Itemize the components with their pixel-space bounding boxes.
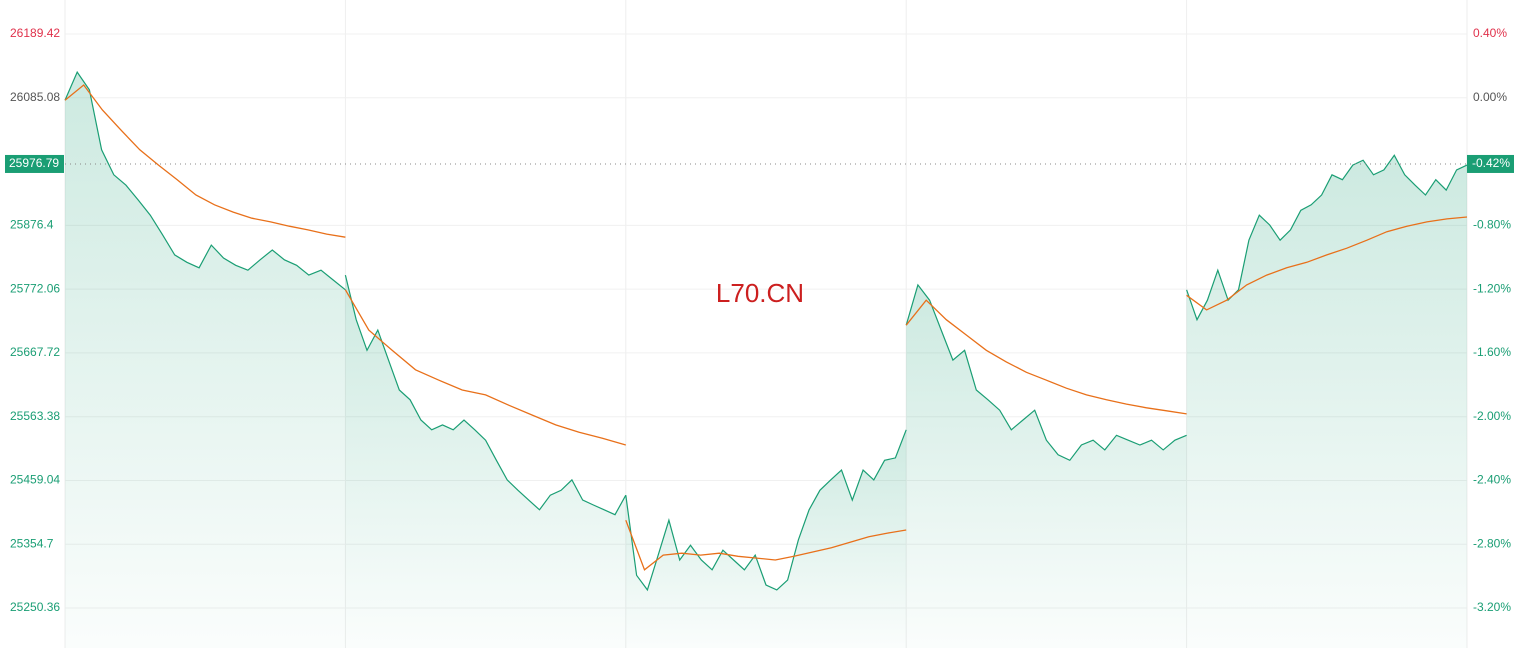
last-price-box <box>5 154 64 173</box>
price-area <box>625 429 907 648</box>
price-area <box>345 275 626 648</box>
price-area <box>65 72 346 649</box>
y2-tick-label: -2.40% <box>1473 473 1511 487</box>
price-line <box>905 283 1187 462</box>
avg-line <box>625 519 907 571</box>
y-tick-label: 25250.36 <box>10 600 60 614</box>
y-tick-label: 25354.7 <box>10 536 54 550</box>
y2-tick-label: -2.00% <box>1473 409 1511 423</box>
price-line <box>64 70 346 291</box>
y2-tick-label: 0.00% <box>1473 90 1507 104</box>
avg-line <box>905 299 1187 415</box>
y2-tick-label: -1.20% <box>1473 281 1511 295</box>
y-tick-label: 25563.38 <box>10 409 60 423</box>
y2-tick-label: -3.20% <box>1473 600 1511 614</box>
y-tick-label: 25667.72 <box>10 345 60 359</box>
last-change-label: -0.42% <box>1472 156 1510 170</box>
y2-tick-label: -0.80% <box>1473 217 1511 231</box>
price-area <box>1186 155 1467 649</box>
avg-line <box>1186 216 1468 311</box>
y2-tick-label: -1.60% <box>1473 345 1511 359</box>
last-price-label: 25976.79 <box>9 156 59 170</box>
avg-line <box>344 289 626 446</box>
y-tick-label: 25876.4 <box>10 218 54 232</box>
y-tick-label: 25772.06 <box>10 281 60 295</box>
last-change-box <box>1467 154 1514 173</box>
watermark: L70.CN <box>716 278 804 308</box>
avg-line <box>64 84 346 238</box>
y-tick-label: 26189.42 <box>10 26 60 40</box>
price-line <box>625 429 907 592</box>
price-area <box>906 284 1187 648</box>
y-tick-label: 26085.08 <box>10 90 60 104</box>
y2-tick-label: -2.80% <box>1473 536 1511 550</box>
plot <box>64 70 1468 649</box>
y-tick-label: 25459.04 <box>10 473 60 487</box>
price-line <box>344 274 627 516</box>
y2-tick-label: 0.40% <box>1473 26 1507 40</box>
